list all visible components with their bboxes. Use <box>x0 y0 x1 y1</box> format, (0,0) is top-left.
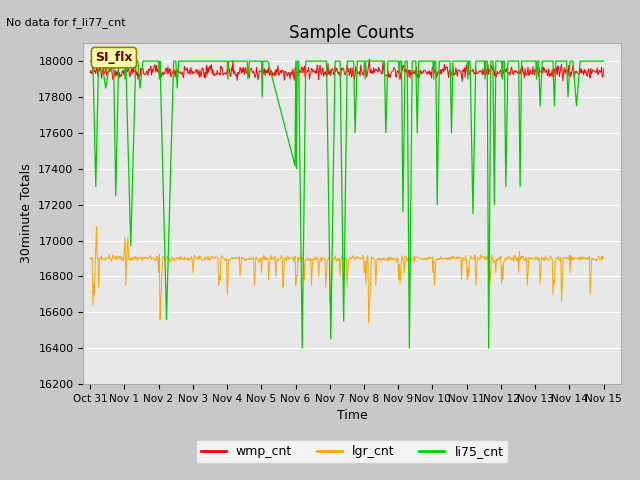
X-axis label: Time: Time <box>337 409 367 422</box>
Legend: wmp_cnt, lgr_cnt, li75_cnt: wmp_cnt, lgr_cnt, li75_cnt <box>196 440 508 463</box>
Text: SI_flx: SI_flx <box>95 51 132 64</box>
Y-axis label: 30minute Totals: 30minute Totals <box>20 164 33 264</box>
Text: No data for f_li77_cnt: No data for f_li77_cnt <box>6 17 126 28</box>
Title: Sample Counts: Sample Counts <box>289 24 415 42</box>
